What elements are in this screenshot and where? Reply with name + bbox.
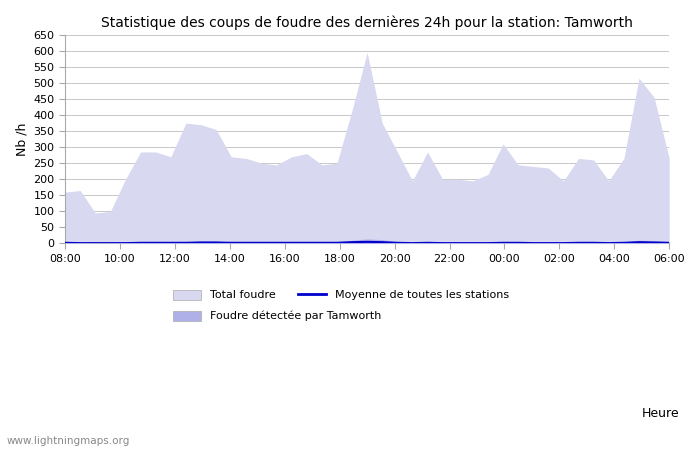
Title: Statistique des coups de foudre des dernières 24h pour la station: Tamworth: Statistique des coups de foudre des dern…: [102, 15, 633, 30]
Y-axis label: Nb /h: Nb /h: [15, 122, 28, 156]
Text: Heure: Heure: [641, 407, 679, 420]
Text: www.lightningmaps.org: www.lightningmaps.org: [7, 436, 130, 446]
Legend: Foudre détectée par Tamworth: Foudre détectée par Tamworth: [174, 310, 382, 321]
